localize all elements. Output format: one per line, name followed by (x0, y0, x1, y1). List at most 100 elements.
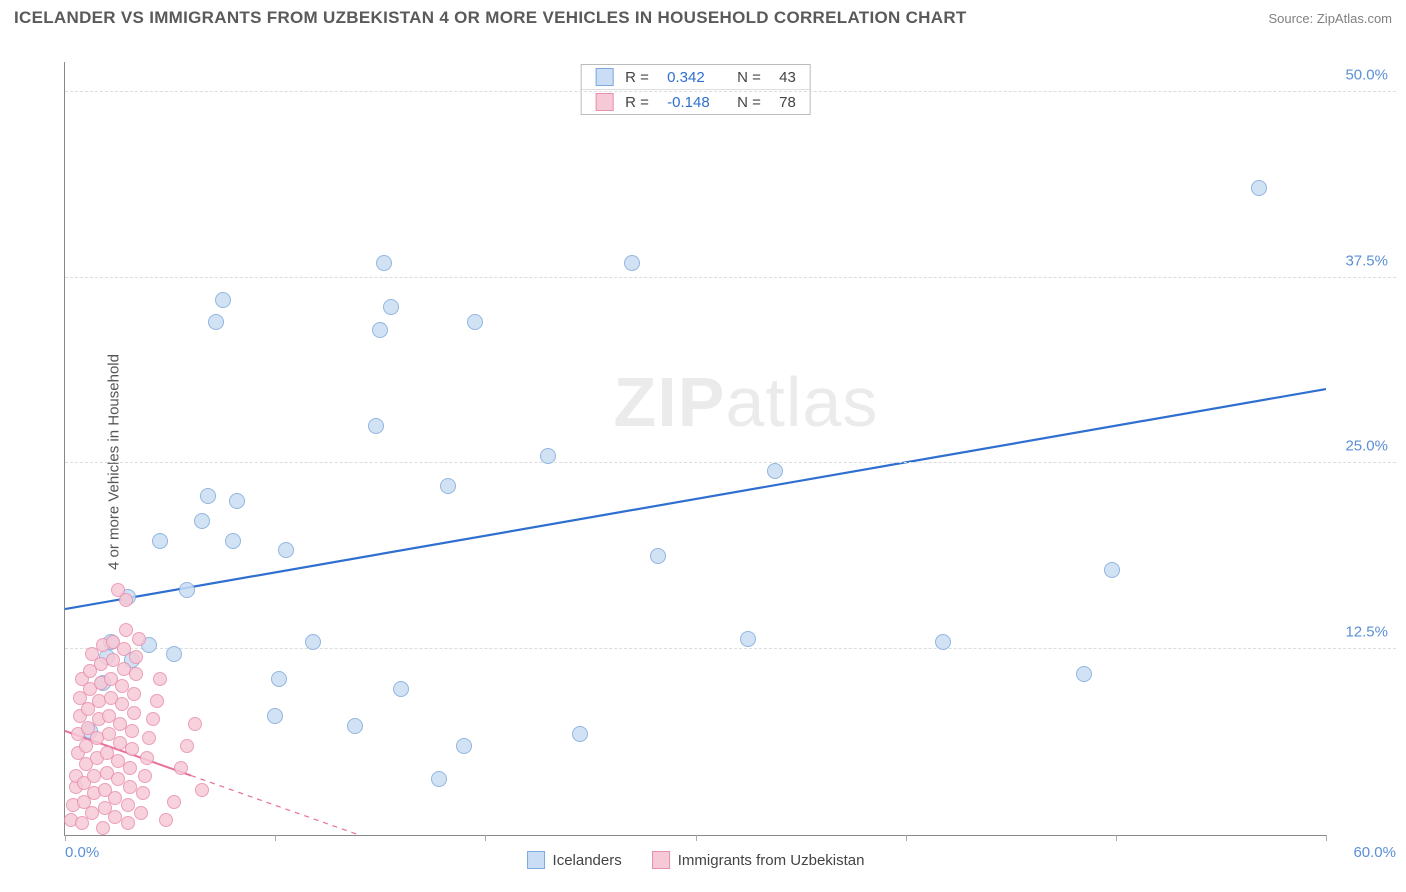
gridline (65, 648, 1396, 649)
data-point-series-0 (194, 513, 210, 529)
stat-r-value-0: 0.342 (667, 69, 725, 86)
data-point-series-1 (127, 687, 141, 701)
data-point-series-1 (188, 717, 202, 731)
swatch-series-1 (595, 93, 613, 111)
trend-lines-layer (65, 62, 1326, 835)
legend-item-0: Icelanders (527, 851, 622, 869)
data-point-series-1 (180, 739, 194, 753)
series-legend: Icelanders Immigrants from Uzbekistan (527, 851, 865, 869)
data-point-series-1 (115, 697, 129, 711)
x-tick (906, 835, 907, 841)
data-point-series-0 (440, 478, 456, 494)
stats-row-series-1: R = -0.148 N = 78 (581, 89, 810, 114)
data-point-series-1 (127, 706, 141, 720)
data-point-series-0 (1076, 666, 1092, 682)
data-point-series-1 (125, 742, 139, 756)
gridline (65, 91, 1396, 92)
stat-n-value-1: 78 (779, 94, 796, 111)
data-point-series-1 (134, 806, 148, 820)
data-point-series-1 (136, 786, 150, 800)
legend-item-1: Immigrants from Uzbekistan (652, 851, 865, 869)
data-point-series-0 (740, 631, 756, 647)
legend-swatch-0 (527, 851, 545, 869)
data-point-series-0 (271, 671, 287, 687)
data-point-series-0 (383, 299, 399, 315)
plot-region: ZIPatlas R = 0.342 N = 43 R = -0.148 N =… (64, 62, 1326, 836)
x-tick-label: 60.0% (1353, 844, 1396, 861)
x-tick (1326, 835, 1327, 841)
data-point-series-0 (305, 634, 321, 650)
chart-title: ICELANDER VS IMMIGRANTS FROM UZBEKISTAN … (14, 8, 967, 28)
data-point-series-0 (152, 533, 168, 549)
stat-r-label: R = (625, 94, 655, 111)
stat-n-label: N = (737, 94, 767, 111)
data-point-series-0 (393, 681, 409, 697)
data-point-series-0 (456, 738, 472, 754)
data-point-series-0 (767, 463, 783, 479)
x-tick (485, 835, 486, 841)
x-tick (275, 835, 276, 841)
legend-swatch-1 (652, 851, 670, 869)
legend-label-0: Icelanders (553, 852, 622, 869)
data-point-series-0 (650, 548, 666, 564)
data-point-series-0 (166, 646, 182, 662)
chart-header: ICELANDER VS IMMIGRANTS FROM UZBEKISTAN … (0, 0, 1406, 32)
stat-n-value-0: 43 (779, 69, 796, 86)
data-point-series-1 (121, 816, 135, 830)
data-point-series-1 (142, 731, 156, 745)
data-point-series-1 (96, 821, 110, 835)
y-tick-label: 25.0% (1345, 438, 1388, 455)
data-point-series-1 (150, 694, 164, 708)
data-point-series-0 (572, 726, 588, 742)
stat-n-label: N = (737, 69, 767, 86)
data-point-series-0 (368, 418, 384, 434)
data-point-series-0 (278, 542, 294, 558)
legend-label-1: Immigrants from Uzbekistan (678, 852, 865, 869)
data-point-series-0 (1251, 180, 1267, 196)
data-point-series-1 (140, 751, 154, 765)
data-point-series-0 (540, 448, 556, 464)
data-point-series-0 (229, 493, 245, 509)
data-point-series-0 (376, 255, 392, 271)
data-point-series-1 (125, 724, 139, 738)
data-point-series-0 (431, 771, 447, 787)
data-point-series-1 (129, 650, 143, 664)
stat-r-label: R = (625, 69, 655, 86)
data-point-series-0 (935, 634, 951, 650)
x-tick (65, 835, 66, 841)
y-tick-label: 12.5% (1345, 624, 1388, 641)
gridline (65, 277, 1396, 278)
data-point-series-0 (372, 322, 388, 338)
y-tick-label: 50.0% (1345, 66, 1388, 83)
data-point-series-0 (208, 314, 224, 330)
data-point-series-0 (1104, 562, 1120, 578)
stats-row-series-0: R = 0.342 N = 43 (581, 65, 810, 89)
data-point-series-0 (179, 582, 195, 598)
data-point-series-1 (119, 623, 133, 637)
data-point-series-1 (132, 632, 146, 646)
data-point-series-0 (624, 255, 640, 271)
x-tick-label: 0.0% (65, 844, 99, 861)
data-point-series-1 (75, 816, 89, 830)
data-point-series-1 (146, 712, 160, 726)
data-point-series-1 (123, 761, 137, 775)
data-point-series-0 (267, 708, 283, 724)
x-tick (696, 835, 697, 841)
x-tick (1116, 835, 1117, 841)
data-point-series-1 (195, 783, 209, 797)
data-point-series-0 (467, 314, 483, 330)
chart-source: Source: ZipAtlas.com (1268, 11, 1392, 26)
data-point-series-1 (167, 795, 181, 809)
data-point-series-1 (111, 583, 125, 597)
y-tick-label: 37.5% (1345, 252, 1388, 269)
data-point-series-1 (153, 672, 167, 686)
watermark: ZIPatlas (614, 362, 879, 442)
data-point-series-0 (215, 292, 231, 308)
gridline (65, 462, 1396, 463)
data-point-series-1 (159, 813, 173, 827)
data-point-series-0 (225, 533, 241, 549)
data-point-series-1 (174, 761, 188, 775)
data-point-series-1 (129, 667, 143, 681)
swatch-series-0 (595, 68, 613, 86)
data-point-series-0 (200, 488, 216, 504)
